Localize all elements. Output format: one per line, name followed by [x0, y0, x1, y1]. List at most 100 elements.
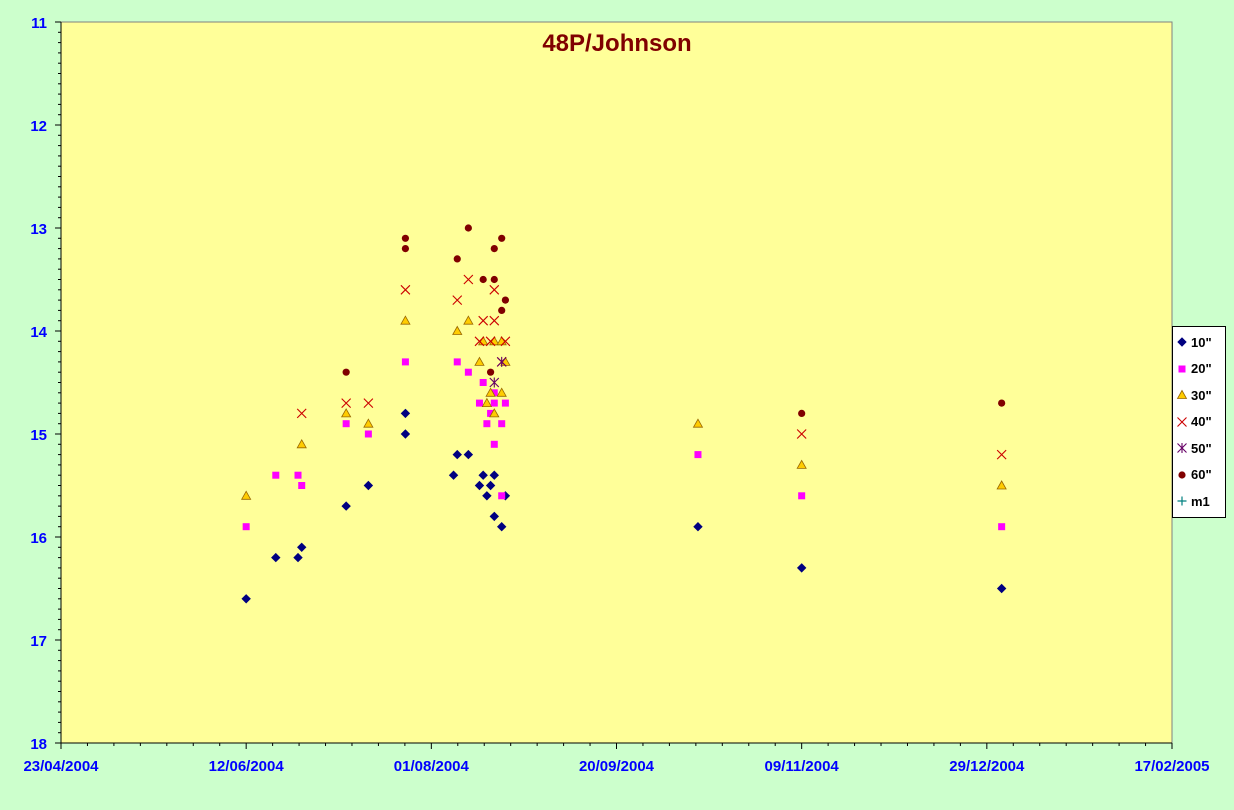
data-point [798, 409, 806, 417]
data-point [298, 482, 306, 489]
axes: 11 12 13 14 15 16 17 18 23/04/2004 12/06/2004 01/0… [23, 15, 1209, 775]
legend-marker [1173, 362, 1191, 376]
data-point [496, 387, 507, 397]
data-point [400, 315, 411, 325]
data-point [490, 275, 498, 284]
y-tick-label: 12 [30, 118, 47, 135]
series-3 [296, 274, 1007, 460]
data-point [489, 315, 500, 326]
legend-label: 60" [1191, 467, 1212, 482]
x-tick-label: 20/09/2004 [579, 758, 655, 775]
data-point [489, 470, 499, 480]
data-point [341, 501, 351, 511]
data-point [694, 451, 702, 459]
data-point [692, 418, 704, 428]
data-point [482, 491, 492, 501]
x-tick-label: 23/04/2004 [23, 758, 99, 775]
data-point [481, 397, 493, 408]
y-tick-label: 18 [30, 736, 47, 753]
data-point [490, 245, 498, 253]
data-point [400, 284, 411, 295]
data-point [486, 368, 495, 376]
data-point [474, 356, 485, 366]
legend-marker [1173, 335, 1191, 349]
data-point [453, 358, 461, 366]
legend-symbol [1177, 337, 1187, 347]
data-point [453, 255, 461, 263]
data-point [452, 295, 463, 305]
data-point [485, 387, 496, 397]
legend-label: 20" [1191, 361, 1212, 376]
legend-marker [1173, 441, 1191, 455]
data-point [294, 471, 302, 479]
x-tick-label: 09/11/2004 [765, 758, 840, 775]
data-point [501, 296, 509, 304]
data-point [463, 315, 474, 325]
data-point [489, 511, 499, 522]
x-tick-label: 12/06/2004 [209, 758, 285, 775]
data-point [293, 552, 303, 563]
series-4 [489, 356, 507, 388]
data-point [496, 521, 507, 532]
data-point [452, 325, 463, 335]
data-point [489, 377, 500, 388]
legend-item: 40" [1173, 409, 1227, 435]
legend-marker [1173, 494, 1191, 508]
data-point [796, 563, 807, 573]
x-tick-label: 01/08/2004 [394, 758, 470, 775]
data-point [996, 583, 1007, 594]
series-5 [342, 224, 1006, 417]
data-point [478, 315, 489, 326]
legend-symbol [1178, 365, 1186, 372]
data-point [363, 398, 374, 408]
data-point [474, 336, 485, 347]
data-point [998, 399, 1006, 407]
data-point [798, 492, 806, 500]
y-tick-label: 16 [30, 530, 47, 547]
data-point [500, 336, 511, 347]
data-point [240, 490, 252, 500]
data-point [342, 420, 350, 428]
legend-symbol [1177, 416, 1187, 427]
legend-marker [1173, 388, 1191, 402]
data-point [693, 521, 703, 532]
data-point [452, 449, 462, 460]
legend: 10" 20" 30" 40" 50" 60" m1 [1172, 326, 1226, 518]
legend-label: m1 [1191, 493, 1210, 509]
data-point [478, 470, 488, 480]
data-point [463, 274, 474, 285]
data-point [996, 480, 1007, 490]
y-tick-label: 13 [30, 221, 47, 238]
data-point [489, 284, 500, 295]
data-point [340, 408, 352, 418]
data-point [363, 418, 374, 428]
data-point [490, 399, 498, 407]
legend-item: 10" [1173, 329, 1227, 355]
legend-label: 40" [1191, 414, 1212, 429]
y-tick-label: 15 [30, 427, 47, 444]
legend-item: 60" [1173, 462, 1227, 488]
data-point [474, 480, 485, 491]
data-point [401, 234, 410, 242]
y-tick-label: 11 [31, 15, 47, 32]
data-point [498, 492, 506, 500]
legend-label: 10" [1191, 334, 1212, 350]
data-point [296, 408, 307, 419]
legend-item: m1 [1173, 488, 1227, 514]
legend-symbol [1176, 389, 1188, 399]
series-0 [241, 408, 1007, 604]
data-point [400, 408, 411, 419]
y-tick-label: 17 [30, 633, 47, 650]
data-point [464, 224, 472, 232]
data-point [241, 594, 251, 604]
data-point [483, 420, 491, 428]
data-point [487, 409, 495, 417]
data-point [496, 356, 507, 367]
legend-marker [1173, 415, 1191, 429]
data-point [498, 306, 506, 314]
data-point [463, 449, 474, 460]
legend-label: 30" [1191, 387, 1212, 403]
data-point [448, 470, 459, 480]
legend-label: 50" [1191, 440, 1212, 456]
data-point [296, 438, 307, 449]
